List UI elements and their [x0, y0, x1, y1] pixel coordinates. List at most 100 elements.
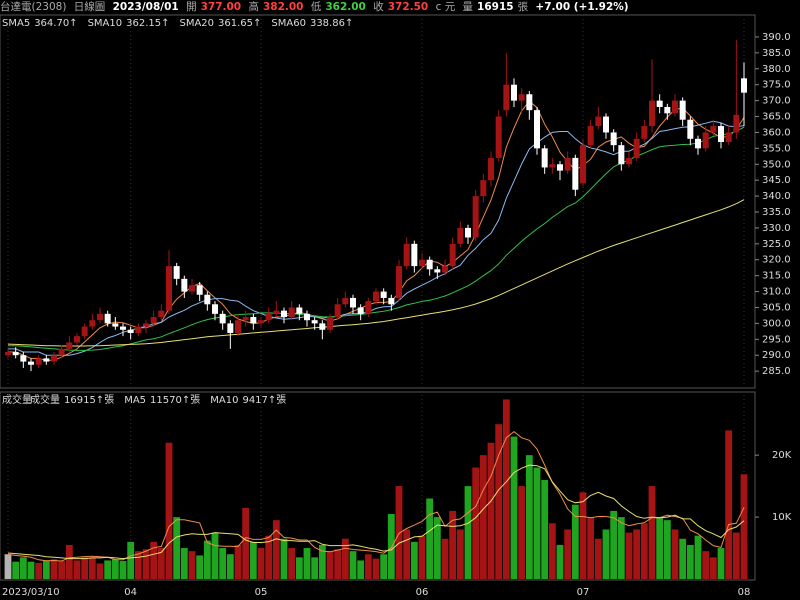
candle-body	[51, 355, 57, 362]
volume-bar	[472, 467, 480, 579]
volume-bar	[441, 538, 449, 579]
candle-body	[212, 304, 218, 314]
volume-bar	[88, 557, 96, 579]
volume-bar	[495, 424, 503, 579]
y-tick-label: 375.0	[762, 80, 791, 91]
volume-bar	[625, 532, 633, 579]
candle-body	[725, 132, 732, 142]
candle-body	[557, 164, 563, 171]
candle-body	[488, 157, 494, 181]
y-tick-label: 385.0	[762, 48, 791, 59]
volume-bar	[303, 548, 311, 579]
candle-body	[403, 243, 410, 267]
volume-bar	[648, 486, 656, 579]
volume-bar	[656, 517, 664, 579]
candle-body	[388, 297, 395, 305]
candle-body	[189, 285, 195, 292]
volume-bar	[587, 517, 595, 579]
volume-bar	[449, 510, 457, 579]
label: 量	[462, 1, 474, 13]
volume-bar	[272, 520, 280, 579]
volume-title: 成交量	[2, 393, 32, 406]
candle-body	[373, 291, 379, 302]
volume-bar	[502, 399, 510, 579]
y-tick-label: 380.0	[762, 64, 791, 75]
y-tick-label: 355.0	[762, 143, 791, 154]
x-tick-label: 08	[738, 587, 751, 598]
y-tick-label: 305.0	[762, 302, 791, 313]
x-tick-label: 04	[124, 587, 137, 598]
candle-body	[687, 119, 694, 139]
candle-body	[664, 106, 671, 114]
candle-body	[204, 294, 211, 305]
candle-body	[81, 326, 88, 337]
y-tick-label: 315.0	[762, 271, 791, 282]
y-tick-label: 330.0	[762, 223, 791, 234]
volume-bar	[157, 548, 165, 579]
candle-body	[227, 323, 234, 333]
volume-bar	[418, 535, 426, 579]
candle-body	[235, 320, 241, 333]
volume-bar	[58, 561, 66, 579]
candle-body	[20, 355, 27, 362]
candle-body	[511, 84, 517, 101]
y-tick-label: 335.0	[762, 207, 791, 218]
volume-bar	[571, 504, 579, 579]
candle-body	[150, 317, 157, 324]
candle-body	[334, 304, 341, 318]
volume-panel	[0, 391, 756, 581]
high: 382.00	[262, 1, 304, 13]
volume-bar	[357, 560, 365, 579]
change: +7.00 (+1.92%)	[535, 1, 629, 13]
volume-bar	[686, 544, 694, 579]
legend-value: 361.65↑	[218, 18, 261, 29]
volume-bar	[702, 551, 710, 579]
volume-bar	[104, 560, 112, 579]
volume-bar	[510, 436, 518, 579]
y-tick-label: 360.0	[762, 127, 791, 138]
x-tick-label: 07	[577, 587, 590, 598]
candle-body	[342, 297, 349, 305]
volume-bar	[640, 523, 648, 579]
y-tick-label: 390.0	[762, 32, 791, 43]
volume-bar	[556, 544, 564, 579]
candle-body	[549, 164, 556, 168]
candle-body	[526, 94, 533, 111]
candle-body	[710, 126, 717, 133]
candle-body	[296, 307, 303, 314]
volume-bar	[518, 486, 526, 579]
volume-bar	[188, 551, 196, 579]
candle-body	[311, 320, 318, 324]
legend-name: MA5	[124, 395, 146, 406]
candle-body	[104, 313, 111, 324]
volume-bar	[564, 529, 572, 579]
volume-bar	[464, 486, 472, 579]
candle-body	[572, 157, 579, 190]
candle-body	[633, 138, 640, 158]
volume-bar	[150, 541, 158, 579]
volume-bar	[456, 529, 464, 579]
volume-bar	[134, 551, 142, 579]
legend-name: SMA10	[88, 18, 123, 29]
label: 收	[373, 1, 384, 13]
y-tick-label: 20K	[772, 450, 792, 461]
header: 台達電(2308) 日線圖 2023/08/01 開 377.00 高 382.00…	[0, 0, 800, 15]
candle-body	[718, 126, 724, 142]
volume-bar	[732, 532, 740, 579]
volume-bar	[380, 554, 388, 579]
candle-body	[304, 313, 310, 321]
volume-bar	[127, 541, 135, 579]
price-panel	[0, 14, 756, 389]
candle-body	[603, 116, 609, 133]
volume-bar	[617, 517, 625, 579]
candle-body	[618, 145, 625, 165]
y-tick-label: 290.0	[762, 350, 791, 361]
candle-body	[457, 227, 464, 244]
candle-body	[196, 285, 203, 295]
candle-body	[626, 157, 632, 165]
candle-body	[89, 320, 96, 327]
volume-bar	[740, 474, 748, 579]
y-tick-label: 340.0	[762, 191, 791, 202]
volume-bar	[173, 517, 181, 579]
